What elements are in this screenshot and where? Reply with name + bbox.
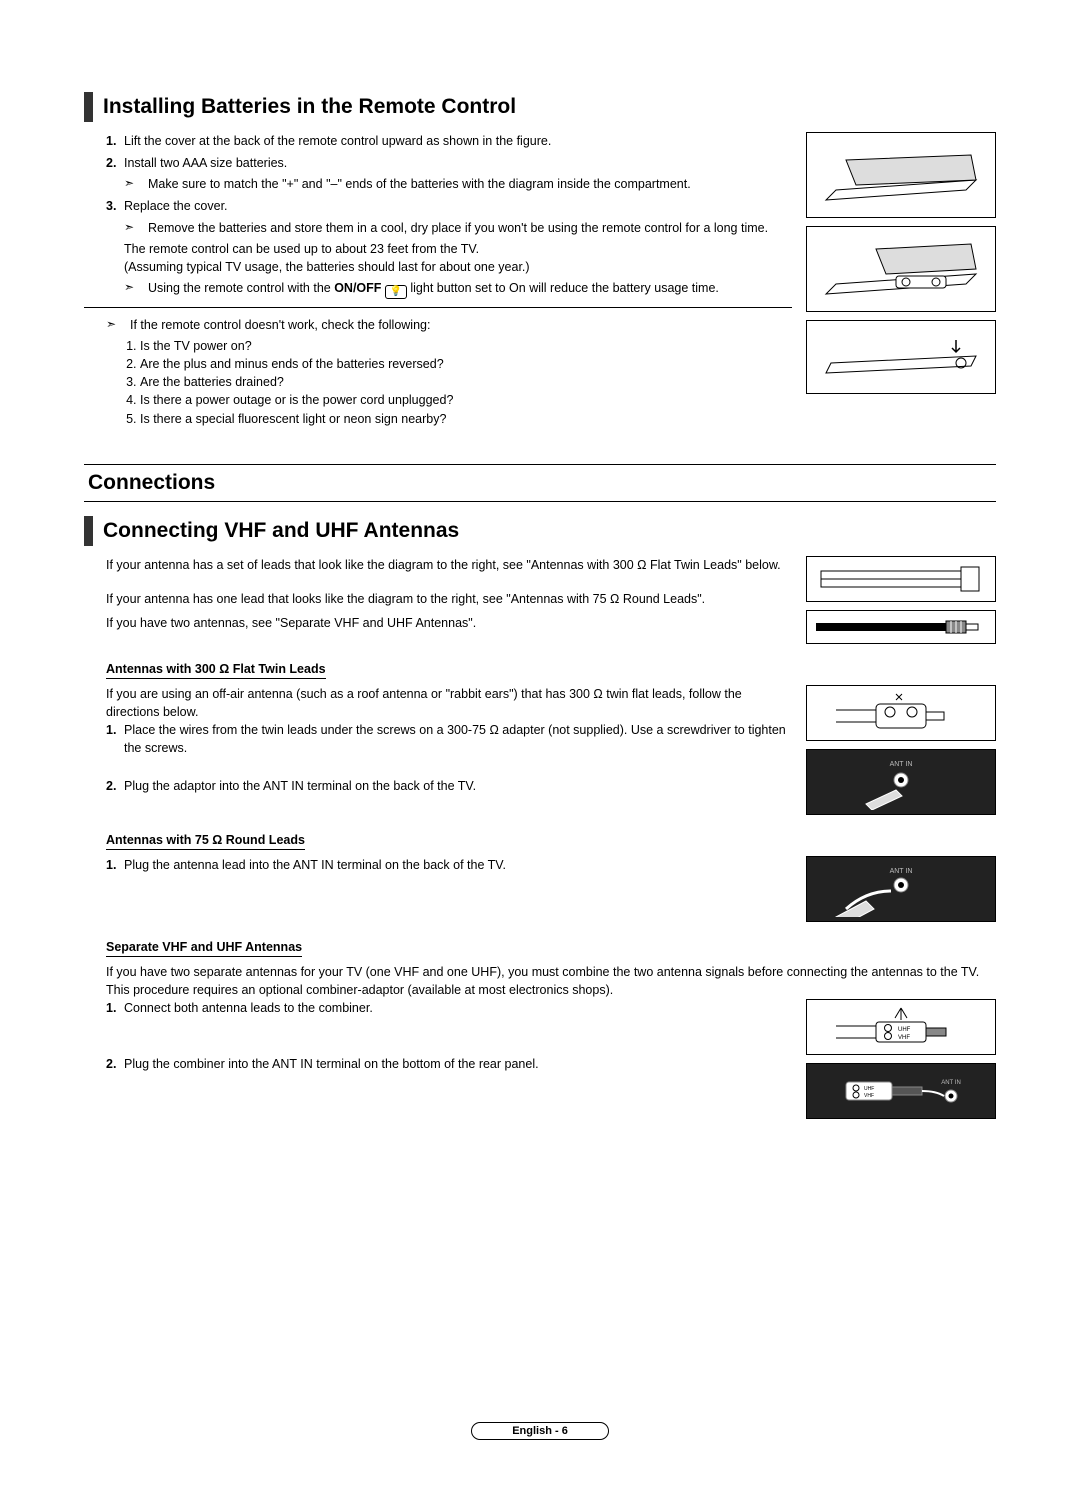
sub-c-block: Separate VHF and UHF Antennas If you hav… bbox=[84, 922, 996, 1119]
sub-b-images: ANT IN bbox=[806, 856, 996, 922]
troubleshoot-intro: If the remote control doesn't work, chec… bbox=[106, 316, 792, 334]
antenna-intro-row: If your antenna has a set of leads that … bbox=[84, 556, 996, 644]
adapter-screws-illustration bbox=[806, 685, 996, 741]
sub-c-images: UHF VHF UHF VHF ANT IN bbox=[806, 999, 996, 1119]
step-3-note: Remove the batteries and store them in a… bbox=[124, 219, 792, 237]
svg-text:VHF: VHF bbox=[898, 1035, 910, 1041]
sub-a-steps: 1.Place the wires from the twin leads un… bbox=[84, 721, 792, 757]
batteries-steps: 1.Lift the cover at the back of the remo… bbox=[84, 132, 792, 299]
sub-a-heading: Antennas with 300 Ω Flat Twin Leads bbox=[106, 662, 326, 679]
svg-text:ANT IN: ANT IN bbox=[941, 1080, 961, 1086]
antenna-intro-1: If your antenna has a set of leads that … bbox=[106, 556, 792, 574]
section-title-batteries: Installing Batteries in the Remote Contr… bbox=[84, 92, 996, 122]
major-section-connections: Connections bbox=[84, 464, 996, 502]
range-line: The remote control can be used up to abo… bbox=[124, 240, 792, 258]
step-2-text: Install two AAA size batteries. bbox=[124, 156, 287, 170]
round-lead-illustration bbox=[806, 610, 996, 644]
troubleshoot-list: Is the TV power on? Are the plus and min… bbox=[106, 337, 792, 428]
sub-b-heading: Antennas with 75 Ω Round Leads bbox=[106, 833, 305, 850]
page-number-pill: English - 6 bbox=[471, 1422, 609, 1440]
step-3-text: Replace the cover. bbox=[124, 199, 228, 213]
batteries-text: 1.Lift the cover at the back of the remo… bbox=[84, 132, 792, 428]
heading-antennas: Connecting VHF and UHF Antennas bbox=[103, 519, 459, 543]
flat-twin-lead-illustration bbox=[806, 556, 996, 602]
antenna-intro-3: If you have two antennas, see "Separate … bbox=[106, 614, 792, 632]
step-3: 3.Replace the cover. Remove the batterie… bbox=[106, 197, 792, 299]
ts-5: Is there a special fluorescent light or … bbox=[140, 410, 792, 428]
antenna-intro-text: If your antenna has a set of leads that … bbox=[84, 556, 792, 644]
page-footer: English - 6 bbox=[0, 1422, 1080, 1440]
sub-b-block: Antennas with 75 Ω Round Leads 1.Plug th… bbox=[84, 815, 996, 922]
light-bulb-icon: 💡 bbox=[385, 285, 407, 299]
ant-in-label-1: ANT IN bbox=[890, 761, 913, 768]
ts-1: Is the TV power on? bbox=[140, 337, 792, 355]
antenna-intro-images bbox=[806, 556, 996, 644]
remote-close-cover-illustration bbox=[806, 320, 996, 394]
svg-text:VHF: VHF bbox=[864, 1093, 874, 1099]
step-2: 2.Install two AAA size batteries. Make s… bbox=[106, 154, 792, 193]
heading-batteries: Installing Batteries in the Remote Contr… bbox=[103, 95, 516, 119]
onoff-note: Using the remote control with the ON/OFF… bbox=[124, 279, 792, 299]
remote-insert-batteries-illustration bbox=[806, 226, 996, 312]
divider-line bbox=[84, 307, 792, 308]
sub-c-steps-2: 2.Plug the combiner into the ANT IN term… bbox=[84, 1055, 792, 1073]
sub-c-step-2: 2.Plug the combiner into the ANT IN term… bbox=[106, 1055, 792, 1073]
sub-a-step-1: 1.Place the wires from the twin leads un… bbox=[106, 721, 792, 757]
ant-in-label-2: ANT IN bbox=[890, 868, 913, 875]
step-2-note: Make sure to match the "+" and "–" ends … bbox=[124, 175, 792, 193]
svg-text:UHF: UHF bbox=[898, 1027, 911, 1033]
sub-c-steps: 1.Connect both antenna leads to the comb… bbox=[84, 999, 792, 1017]
sub-a-steps-2: 2.Plug the adaptor into the ANT IN termi… bbox=[84, 777, 792, 795]
sub-c-lead: If you have two separate antennas for yo… bbox=[84, 963, 996, 999]
combiner-illustration: UHF VHF bbox=[806, 999, 996, 1055]
sub-a-block: Antennas with 300 Ω Flat Twin Leads If y… bbox=[84, 644, 996, 815]
batteries-content-row: 1.Lift the cover at the back of the remo… bbox=[84, 132, 996, 428]
manual-page: Installing Batteries in the Remote Contr… bbox=[0, 0, 1080, 1488]
ant-in-plug-illustration: ANT IN bbox=[806, 749, 996, 815]
title-accent-bar-2 bbox=[84, 516, 93, 546]
section-title-antennas: Connecting VHF and UHF Antennas bbox=[84, 516, 996, 546]
sub-c-heading: Separate VHF and UHF Antennas bbox=[106, 940, 302, 957]
onoff-pre: Using the remote control with the bbox=[148, 281, 334, 295]
svg-text:UHF: UHF bbox=[864, 1086, 874, 1092]
remote-lift-cover-illustration bbox=[806, 132, 996, 218]
step-1: 1.Lift the cover at the back of the remo… bbox=[106, 132, 792, 150]
ts-2: Are the plus and minus ends of the batte… bbox=[140, 355, 792, 373]
usage-line: (Assuming typical TV usage, the batterie… bbox=[124, 258, 792, 276]
ant-in-round-lead-illustration: ANT IN bbox=[806, 856, 996, 922]
title-accent-bar bbox=[84, 92, 93, 122]
step-1-text: Lift the cover at the back of the remote… bbox=[124, 134, 551, 148]
combiner-to-ant-in-illustration: UHF VHF ANT IN bbox=[806, 1063, 996, 1119]
sub-a-step-2: 2.Plug the adaptor into the ANT IN termi… bbox=[106, 777, 792, 795]
sub-a-lead: If you are using an off-air antenna (suc… bbox=[84, 685, 792, 721]
ts-3: Are the batteries drained? bbox=[140, 373, 792, 391]
antenna-intro-2: If your antenna has one lead that looks … bbox=[106, 590, 792, 608]
onoff-post: light button set to On will reduce the b… bbox=[407, 281, 719, 295]
onoff-label: ON/OFF bbox=[334, 281, 381, 295]
sub-a-images: ANT IN bbox=[806, 685, 996, 815]
sub-c-step-1: 1.Connect both antenna leads to the comb… bbox=[106, 999, 792, 1017]
ts-4: Is there a power outage or is the power … bbox=[140, 391, 792, 409]
troubleshoot-block: If the remote control doesn't work, chec… bbox=[84, 316, 792, 428]
batteries-images bbox=[806, 132, 996, 428]
sub-b-step-1: 1.Plug the antenna lead into the ANT IN … bbox=[106, 856, 792, 874]
sub-b-steps: 1.Plug the antenna lead into the ANT IN … bbox=[84, 856, 792, 874]
